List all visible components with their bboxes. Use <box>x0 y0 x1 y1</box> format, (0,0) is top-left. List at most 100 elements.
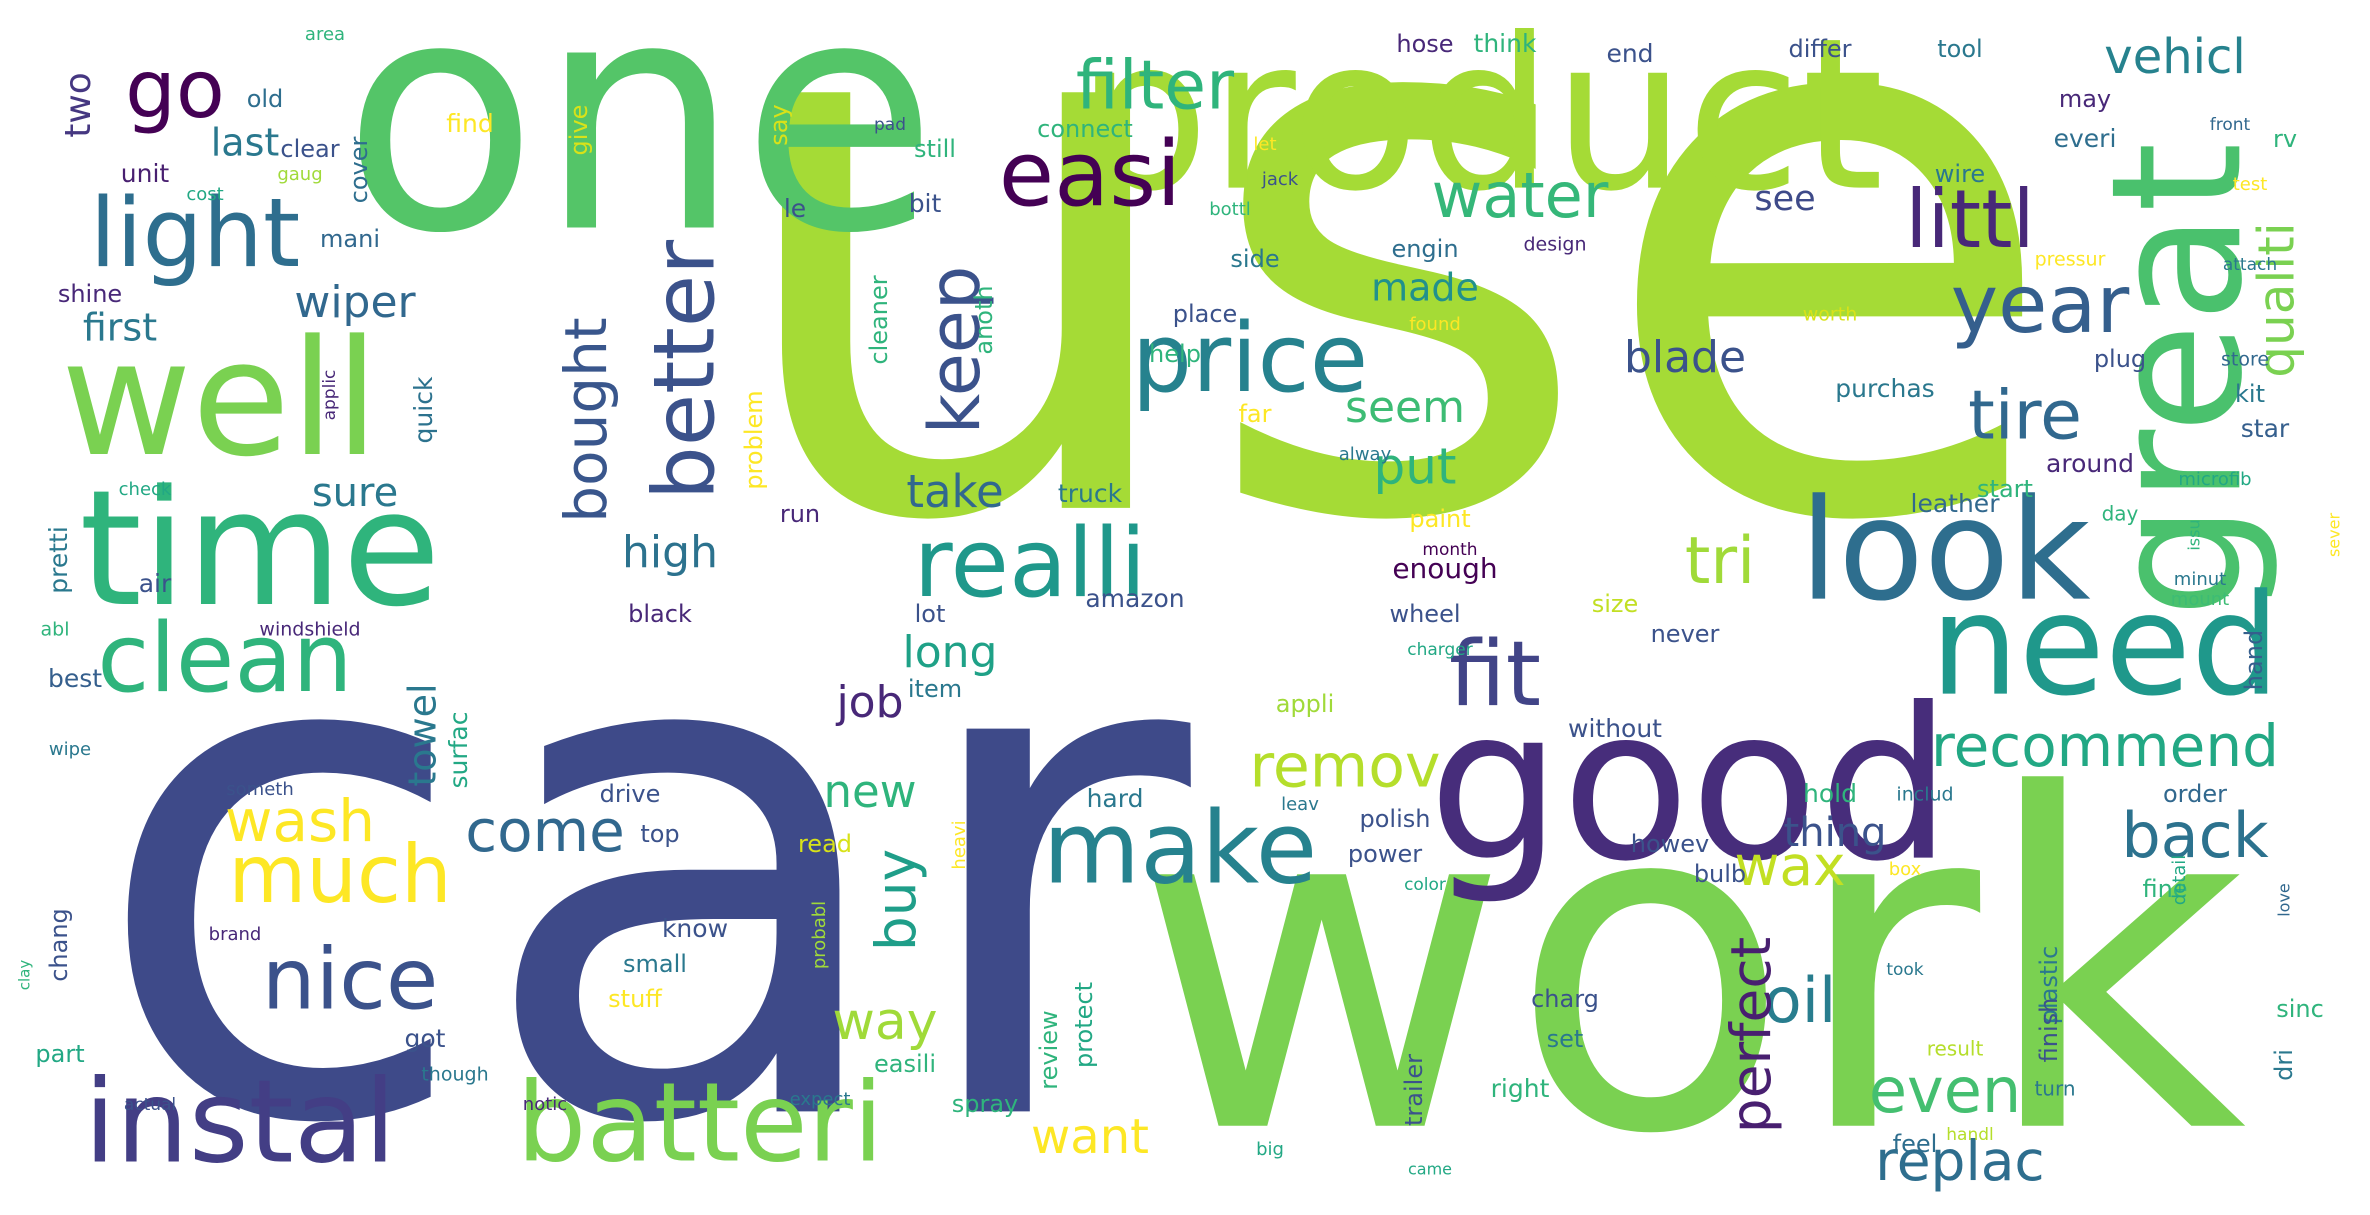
word-one: one <box>342 0 937 304</box>
word-small: small <box>623 950 687 978</box>
word-may: may <box>2059 85 2111 113</box>
word-find: find <box>446 109 493 138</box>
word-say: say <box>765 104 793 145</box>
word-problem: problem <box>740 390 768 489</box>
word-clear: clear <box>280 135 339 163</box>
word-towel: towel <box>401 683 445 786</box>
word-see: see <box>1754 179 1815 219</box>
word-easi: easi <box>999 122 1181 227</box>
word-instal: instal <box>84 1056 396 1190</box>
word-leather: leather <box>1911 489 2001 518</box>
word-tri: tri <box>1685 524 1755 599</box>
word-go: go <box>125 43 225 136</box>
word-better: better <box>635 240 734 500</box>
word-job: job <box>835 677 903 728</box>
word-remov: remov <box>1250 732 1441 802</box>
word-area: area <box>305 24 345 45</box>
word-use: use <box>717 0 2062 688</box>
word-shine: shine <box>58 280 122 308</box>
word-made: made <box>1371 266 1479 310</box>
word-check: check <box>119 479 172 500</box>
word-cost: cost <box>186 184 223 205</box>
word-easili: easili <box>874 1050 936 1078</box>
word-found: found <box>1409 314 1461 335</box>
word-product: product <box>1076 0 1884 238</box>
word-run: run <box>780 500 820 528</box>
word-anoth: anoth <box>970 285 998 354</box>
word-best: best <box>48 664 102 693</box>
word-clay: clay <box>16 960 34 991</box>
word-well: well <box>61 305 379 492</box>
word-sever: sever <box>2325 513 2344 557</box>
word-way: way <box>832 992 937 1052</box>
word-surfac: surfac <box>444 711 473 788</box>
word-make: make <box>1043 789 1318 906</box>
word-still: still <box>914 135 956 163</box>
word-bit: bit <box>909 189 942 218</box>
word-mount: mount <box>2171 589 2229 610</box>
word-store: store <box>2221 349 2269 371</box>
word-took: took <box>1886 960 1923 980</box>
word-color: color <box>1404 875 1446 895</box>
word-even: even <box>1869 1054 2021 1127</box>
word-enough: enough <box>1392 552 1497 585</box>
word-part: part <box>35 1040 84 1068</box>
word-never: never <box>1651 620 1720 648</box>
word-time: time <box>79 455 440 642</box>
word-first: first <box>83 306 157 350</box>
word-oil: oil <box>1764 964 1836 1037</box>
word-stuff: stuff <box>608 985 662 1013</box>
word-abl: abl <box>41 619 70 641</box>
word-someth: someth <box>226 779 293 800</box>
word-purchas: purchas <box>1835 374 1934 403</box>
word-minut: minut <box>2174 569 2226 590</box>
word-year: year <box>1951 258 2130 351</box>
word-test: test <box>2233 174 2268 195</box>
word-everi: everi <box>2054 124 2117 153</box>
word-need: need <box>1930 565 2280 728</box>
word-price: price <box>1132 304 1368 414</box>
word-wheel: wheel <box>1389 600 1460 628</box>
word-black: black <box>628 600 692 628</box>
word-vehicl: vehicl <box>2104 29 2245 85</box>
word-great: great <box>2073 142 2282 618</box>
word-look: look <box>1799 470 2090 633</box>
word-clean: clean <box>97 604 353 714</box>
word-hand: hand <box>2240 630 2268 690</box>
word-size: size <box>1592 590 1639 618</box>
word-howev: howev <box>1631 830 1710 858</box>
word-right: right <box>1491 1074 1550 1103</box>
word-hold: hold <box>1803 779 1857 808</box>
word-hard: hard <box>1087 784 1144 813</box>
word-front: front <box>2210 115 2251 135</box>
word-paint: paint <box>1409 505 1470 533</box>
word-old: old <box>247 85 284 113</box>
word-last: last <box>211 121 280 165</box>
word-wiper: wiper <box>294 277 416 328</box>
word-leav: leav <box>1281 794 1319 815</box>
word-mani: mani <box>320 225 380 253</box>
word-bulb: bulb <box>1694 860 1746 888</box>
word-review: review <box>1035 1010 1063 1089</box>
word-around: around <box>2046 449 2134 478</box>
word-chang: chang <box>45 908 73 982</box>
word-much: much <box>228 828 451 921</box>
word-got: got <box>405 1024 446 1053</box>
word-drive: drive <box>600 780 661 808</box>
word-plug: plug <box>2094 345 2146 373</box>
word-filter: filter <box>1076 47 1234 126</box>
word-finish: finish <box>2035 998 2063 1063</box>
word-tool: tool <box>1937 35 1982 63</box>
word-detail: detail <box>2169 855 2190 906</box>
word-recommend: recommend <box>1931 712 2279 780</box>
word-wax: wax <box>1734 834 1845 898</box>
word-attach: attach <box>2223 255 2277 275</box>
word-brand: brand <box>209 924 262 945</box>
word-power: power <box>1348 840 1422 868</box>
word-nice: nice <box>262 930 439 1029</box>
word-put: put <box>1373 438 1456 496</box>
word-let: let <box>1253 134 1276 155</box>
word-seem: seem <box>1345 382 1465 433</box>
word-turn: turn <box>2034 1077 2075 1101</box>
